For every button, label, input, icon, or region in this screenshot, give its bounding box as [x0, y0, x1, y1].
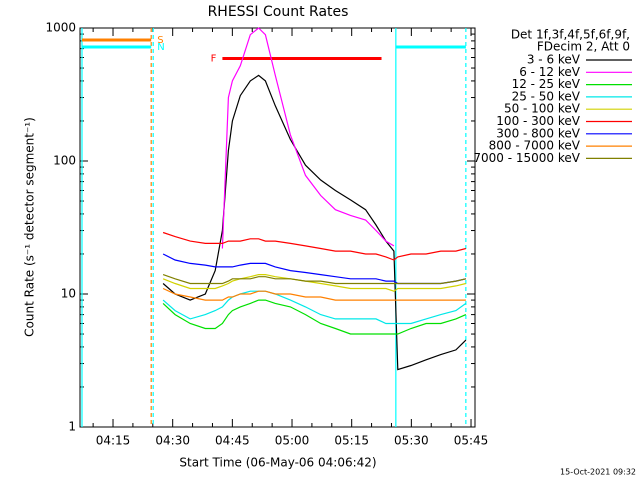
legend-header: FDecim 2, Att 0	[537, 40, 630, 54]
y-tick-label: 1000	[45, 21, 76, 35]
legend-label: 12 - 25 keV	[512, 77, 581, 91]
flag-label: N	[157, 42, 164, 53]
footer: 15-Oct-2021 09:32	[560, 468, 636, 477]
x-tick-label: 05:30	[394, 434, 429, 448]
series-line	[162, 74, 467, 371]
legend-label: 7000 - 15000 keV	[473, 151, 580, 165]
y-axis-label: Count Rate (s⁻¹ detector segment⁻¹)	[23, 117, 37, 337]
x-tick-label: 04:30	[155, 434, 190, 448]
y-tick-label: 100	[53, 154, 76, 168]
legend-label: 50 - 100 keV	[504, 102, 581, 116]
flag-label: S	[157, 35, 163, 46]
legend-header: Det 1f,3f,4f,5f,6f,9f,	[511, 28, 630, 42]
legend-label: 25 - 50 keV	[512, 89, 581, 103]
x-tick-label: 04:15	[96, 434, 131, 448]
flag-label: F	[211, 53, 217, 64]
series-line	[221, 27, 395, 249]
plot-frame	[79, 27, 476, 428]
y-tick-label: 1	[68, 420, 76, 434]
legend-label: 300 - 800 keV	[496, 126, 580, 140]
x-tick-label: 05:15	[334, 434, 369, 448]
series-line	[162, 299, 467, 335]
series-line	[162, 287, 466, 301]
x-tick-label: 05:45	[454, 434, 489, 448]
series-line	[162, 274, 467, 285]
chart-title: RHESSI Count Rates	[208, 4, 349, 20]
x-axis-label: Start Time (06-May-06 04:06:42)	[179, 456, 376, 470]
legend-label: 3 - 6 keV	[527, 53, 581, 67]
x-tick-label: 05:00	[275, 434, 310, 448]
series-line	[162, 231, 467, 261]
series-line	[162, 290, 467, 325]
legend-label: 100 - 300 keV	[496, 114, 580, 128]
y-tick-label: 10	[61, 287, 76, 301]
legend-label: 800 - 7000 keV	[489, 139, 581, 153]
x-tick-label: 04:45	[215, 434, 250, 448]
legend-label: 6 - 12 keV	[519, 65, 581, 79]
